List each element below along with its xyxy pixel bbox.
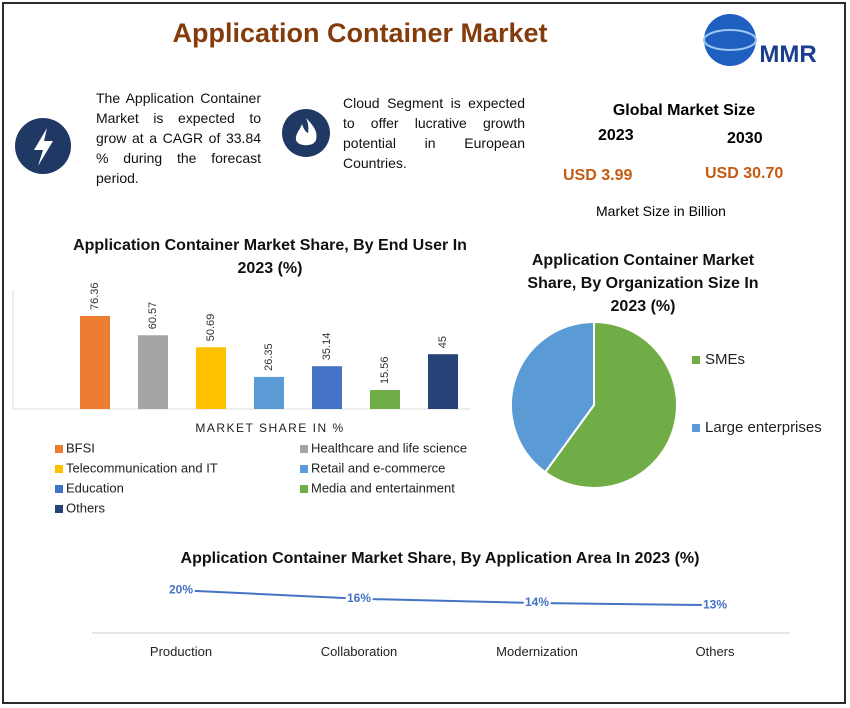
legend-swatch	[692, 424, 700, 432]
legend-label: Retail and e-commerce	[311, 460, 445, 475]
legend-label: Telecommunication and IT	[66, 460, 218, 475]
year: 2030	[727, 130, 763, 147]
chart-title: Application Container Market Share, By E…	[73, 237, 467, 277]
data-label: 60.57	[147, 302, 159, 330]
bar	[370, 390, 400, 409]
chart-title: Application Container Market Share, By O…	[527, 252, 759, 315]
legend-swatch	[692, 356, 700, 364]
data-label: 35.14	[321, 333, 333, 361]
legend-label: Others	[66, 500, 106, 515]
flame-shape	[295, 118, 317, 146]
info-text: Cloud Segment is expected to offer lucra…	[343, 95, 525, 171]
data-label: 45	[437, 336, 449, 348]
market-note: Market Size in Billion	[596, 203, 726, 219]
bar	[254, 376, 284, 409]
legend-swatch	[300, 445, 308, 453]
bar	[312, 366, 342, 409]
data-label: 50.69	[205, 314, 217, 342]
chart-title: Application Container Market Share, By A…	[180, 550, 700, 567]
legend-swatch	[55, 465, 63, 473]
legend-swatch	[55, 445, 63, 453]
market-value: USD 30.70	[705, 165, 784, 182]
year: 2023	[598, 127, 634, 144]
x-tick-label: Modernization	[496, 644, 578, 659]
data-label: 26.35	[263, 343, 275, 371]
legend-label: BFSI	[66, 440, 95, 455]
logo-globe	[704, 14, 756, 66]
data-label: 14%	[525, 595, 549, 609]
x-tick-label: Production	[150, 644, 212, 659]
legend-label: Media and entertainment	[311, 480, 455, 495]
legend-label: Education	[66, 480, 124, 495]
bolt-shape	[34, 128, 53, 166]
bar	[196, 347, 226, 409]
logo-ring	[703, 29, 757, 51]
data-label: 13%	[703, 597, 727, 611]
page-title: Application Container Market	[172, 18, 547, 48]
logo-text: MMR	[759, 41, 816, 68]
bar	[428, 354, 458, 409]
bar	[80, 316, 110, 409]
x-tick-label: Others	[695, 644, 735, 659]
bar	[138, 335, 168, 409]
pie-slice	[543, 320, 678, 489]
line	[180, 589, 716, 607]
legend-swatch	[55, 485, 63, 493]
legend-swatch	[300, 465, 308, 473]
legend-label: Large enterprises	[705, 419, 822, 436]
pie-slice	[510, 320, 595, 474]
legend-swatch	[55, 505, 63, 513]
info-text: The Application Container Market is expe…	[96, 90, 261, 186]
x-axis-label: MARKET SHARE IN %	[195, 421, 344, 435]
data-label: 76.36	[89, 282, 101, 310]
data-label: 16%	[347, 591, 371, 605]
data-label: 20%	[169, 582, 193, 596]
legend-swatch	[300, 485, 308, 493]
legend-label: SMEs	[705, 351, 745, 368]
data-label: 15.56	[379, 357, 391, 385]
x-tick-label: Collaboration	[321, 644, 398, 659]
market-value: USD 3.99	[563, 167, 633, 184]
legend-label: Healthcare and life science	[311, 440, 467, 455]
market-size-title: Global Market Size	[612, 102, 756, 119]
